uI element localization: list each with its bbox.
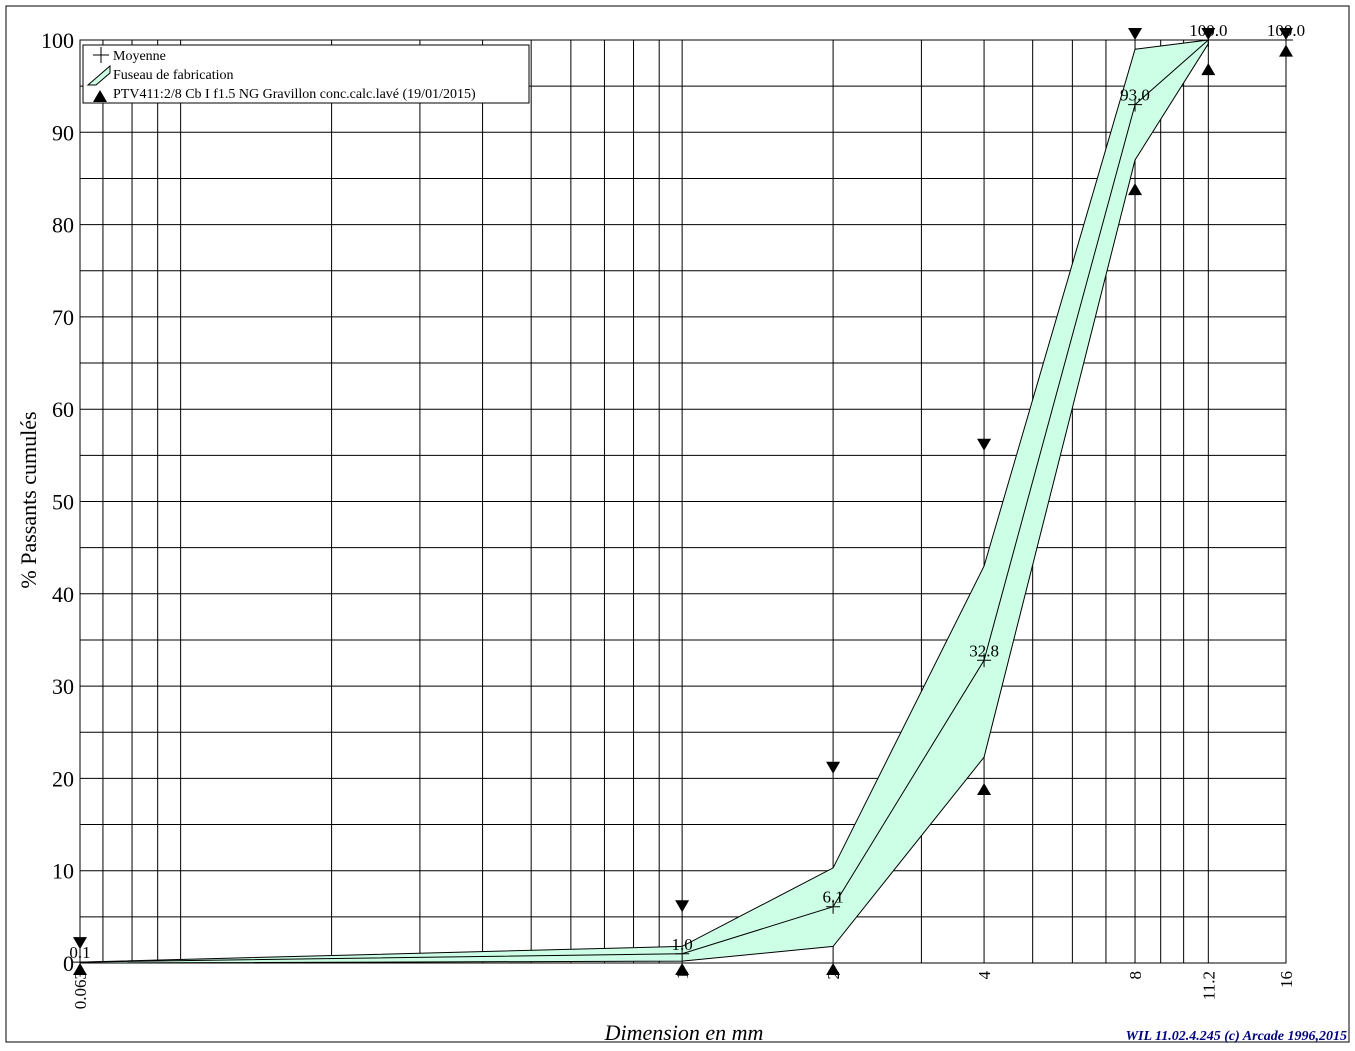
lower-limit-marker [73,963,87,975]
legend-triangle-icon [93,90,107,102]
y-tick-label: 80 [52,213,74,238]
lower-limit-marker [826,963,841,975]
x-tick-label: 1 [673,971,692,980]
mean-point-label: 32.8 [969,641,999,660]
upper-limit-marker [1279,28,1293,40]
y-axis-title: % Passants cumulés [16,411,41,588]
y-tick-label: 90 [52,120,74,145]
y-tick-label: 70 [52,305,74,330]
lower-limit-marker [1128,183,1143,196]
mean-point-label: 93.0 [1120,86,1150,105]
spec-limit-markers [73,28,1293,975]
mean-point-marker [1128,97,1143,112]
x-tick-label: 16 [1277,971,1296,988]
lower-limit-marker [1279,44,1293,57]
lower-limit-marker [977,783,992,796]
x-tick-label: 8 [1126,971,1145,980]
legend-cross-icon [93,47,109,63]
upper-limit-marker [1201,28,1216,40]
upper-limit-marker [826,761,841,774]
mean-point-label: 6.1 [822,888,843,907]
axis-ticks: 0 10 20 30 40 50 60 70 80 90 100 0.063 1 2 4 8 11.2 16 [41,28,1296,1009]
mean-point-label: 1.0 [672,935,693,954]
legend-band-icon [86,64,111,86]
y-tick-label: 50 [52,490,74,515]
mean-point-marker [675,946,690,961]
upper-limit-marker [675,900,690,913]
x-axis-title: Dimension en mm [604,1020,764,1045]
y-tick-label: 10 [52,859,74,884]
upper-limit-marker [1128,28,1143,40]
y-tick-label: 30 [52,674,74,699]
y-tick-label: 40 [52,582,74,607]
x-tick-label: 11.2 [1199,971,1218,1000]
x-tick-label: 2 [824,971,843,980]
legend-entry-label: PTV411:2/8 Cb I f1.5 NG Gravillon conc.c… [113,87,476,102]
x-tick-label: 4 [975,971,994,980]
legend: Moyenne Fuseau de fabrication PTV411:2/8 C… [82,44,530,104]
legend-entry-label: Moyenne [113,49,166,64]
y-tick-label: 20 [52,766,74,791]
grid [79,39,1287,964]
y-tick-label: 0 [63,951,74,976]
y-tick-label: 60 [52,397,74,422]
mean-point-label: 0.1 [69,943,90,962]
mean-point-marker [826,899,841,914]
lower-limit-marker [675,963,690,975]
upper-limit-marker [977,438,992,451]
legend-box [82,44,530,104]
footer-credit: WIL 11.02.4.245 (c) Arcade 1996,2015 [1126,1029,1347,1044]
legend-entry-label: Fuseau de fabrication [113,68,234,83]
outer-frame [5,5,1350,1043]
y-tick-label: 100 [41,28,74,53]
lower-limit-marker [1201,63,1216,76]
upper-limit-marker [73,937,87,950]
mean-point-marker [977,653,992,668]
x-tick-label: 0.063 [71,971,90,1009]
